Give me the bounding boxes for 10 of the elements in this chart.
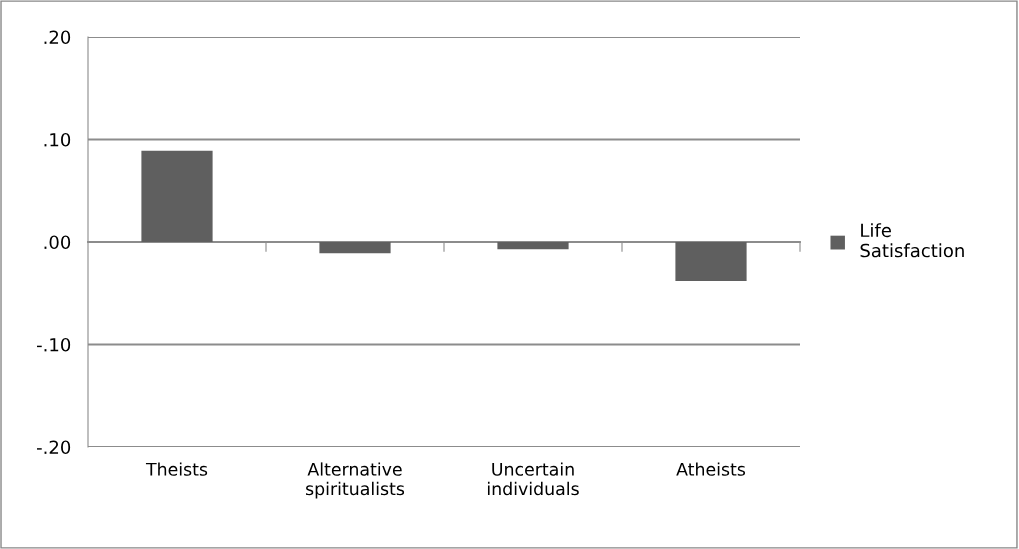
y-tick-label: .20 xyxy=(44,30,71,45)
y-tick-label: -.20 xyxy=(36,440,71,455)
y-tick-label: -.10 xyxy=(36,337,71,352)
x-tick-label: Atheists xyxy=(676,462,746,476)
x-tick-label: Uncertain individuals xyxy=(487,462,579,496)
y-tick-label: .10 xyxy=(44,132,71,147)
legend-label: Life Satisfaction xyxy=(860,223,964,258)
x-tick-label: Alternative spiritualists xyxy=(306,462,405,499)
x-tick-label: Theists xyxy=(145,462,208,476)
y-tick-label: .00 xyxy=(44,235,71,250)
